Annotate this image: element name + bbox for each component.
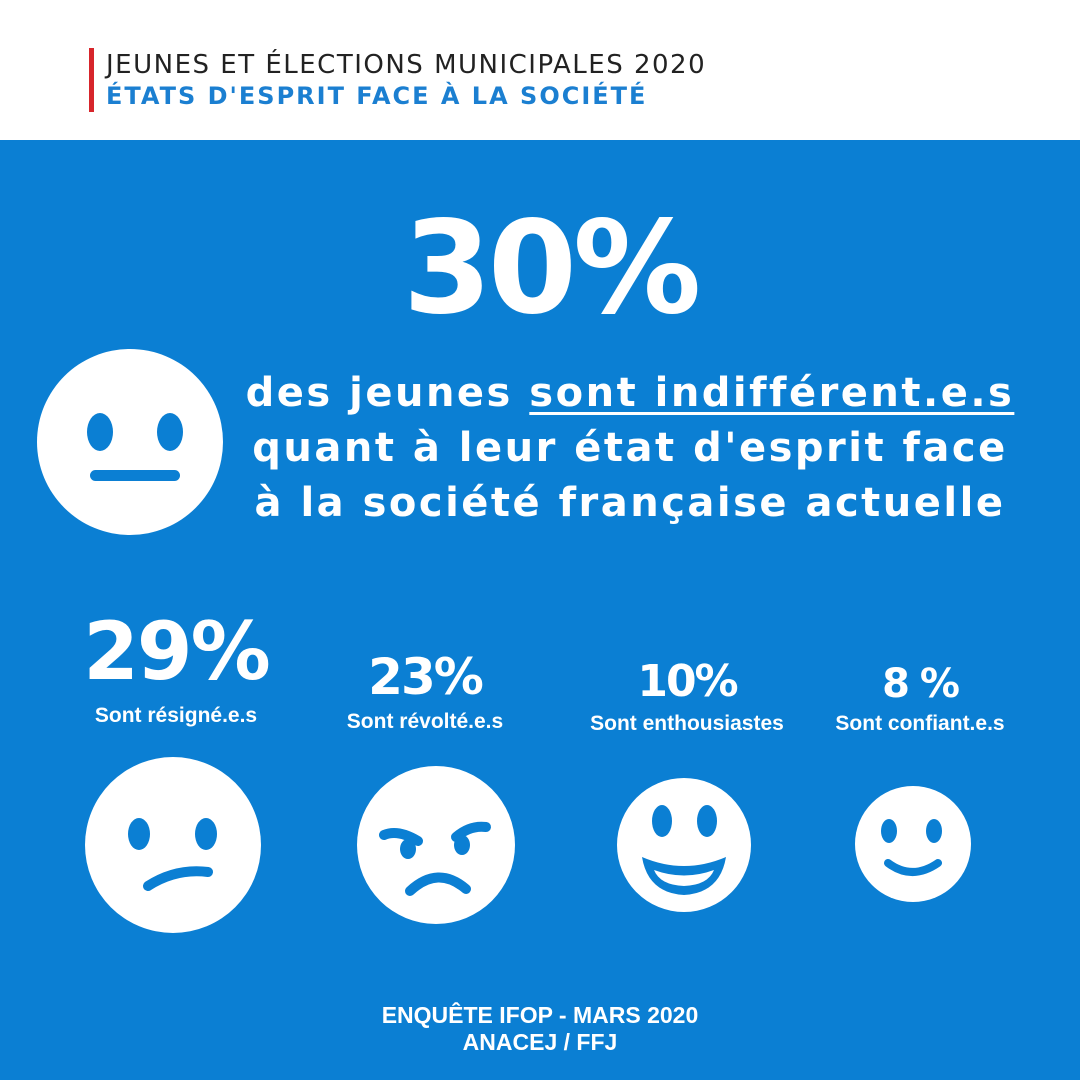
footer-line-2: ANACEJ / FFJ bbox=[462, 1029, 618, 1055]
smiling-face-icon bbox=[855, 786, 971, 902]
angry-face-icon bbox=[357, 766, 515, 924]
header-title: JEUNES ET ÉLECTIONS MUNICIPALES 2020 bbox=[106, 50, 707, 80]
stat-enthousiastes: 10% Sont enthousiastes bbox=[552, 660, 822, 736]
headline-line-2: quant à leur état d'esprit face bbox=[252, 425, 1008, 471]
stat-value: 10% bbox=[637, 656, 738, 707]
stat-revoltes: 23% Sont révolté.e.s bbox=[320, 652, 530, 734]
headline-text: des jeunes sont indifférent.e.s quant à … bbox=[240, 366, 1020, 531]
headline-highlight: sont indifférent.e.s bbox=[529, 370, 1015, 416]
footer-source: ENQUÊTE IFOP - MARS 2020 ANACEJ / FFJ bbox=[240, 1002, 840, 1056]
stat-confiants: 8 % Sont confiant.e.s bbox=[810, 664, 1030, 736]
header-subtitle: ÉTATS D'ESPRIT FACE À LA SOCIÉTÉ bbox=[106, 82, 648, 110]
stat-resignes: 29% Sont résigné.e.s bbox=[56, 612, 296, 728]
headline-line-1: des jeunes sont indifférent.e.s bbox=[240, 366, 1020, 421]
stat-label: Sont résigné.e.s bbox=[94, 704, 258, 727]
stat-value: 29% bbox=[83, 605, 270, 698]
header: JEUNES ET ÉLECTIONS MUNICIPALES 2020 ÉTA… bbox=[0, 0, 1080, 140]
grinning-face-icon bbox=[617, 778, 751, 912]
footer-line-1: ENQUÊTE IFOP - MARS 2020 bbox=[381, 1002, 699, 1028]
headline-line-3: à la société française actuelle bbox=[254, 480, 1006, 526]
stat-label: Sont révolté.e.s bbox=[346, 710, 504, 733]
headline-text-before: des jeunes bbox=[245, 370, 530, 416]
stat-label: Sont enthousiastes bbox=[590, 712, 784, 735]
stat-value: 23% bbox=[368, 648, 484, 706]
stat-label: Sont confiant.e.s bbox=[835, 712, 1005, 735]
neutral-face-icon bbox=[37, 349, 223, 535]
header-accent-bar bbox=[89, 48, 94, 112]
confused-face-icon bbox=[85, 757, 261, 933]
stat-value: 8 % bbox=[882, 661, 960, 707]
headline-percent: 30% bbox=[402, 194, 701, 343]
